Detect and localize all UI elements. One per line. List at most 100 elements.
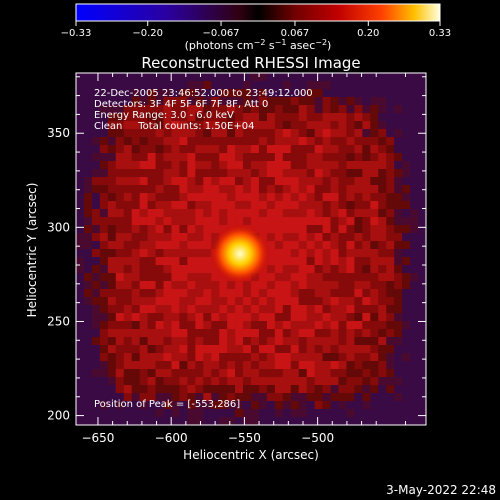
heatmap-cell [290, 249, 300, 258]
heatmap-cell [290, 305, 300, 314]
heatmap-cell [346, 153, 355, 162]
heatmap-cell [410, 153, 419, 162]
heatmap-cell [362, 89, 371, 98]
heatmap-cell [298, 169, 307, 178]
heatmap-cell [378, 297, 387, 306]
heatmap-cell [306, 321, 315, 330]
heatmap-cell [330, 265, 339, 274]
heatmap-cell [274, 217, 284, 226]
heatmap-cell [418, 193, 426, 202]
heatmap-cell [211, 337, 220, 346]
heatmap-cell [115, 377, 125, 386]
heatmap-cell [107, 225, 117, 234]
heatmap-cell [418, 401, 426, 410]
heatmap-cell [99, 313, 109, 322]
heatmap-cell [99, 321, 109, 330]
heatmap-cell [131, 385, 140, 394]
heatmap-cell [91, 73, 101, 82]
heatmap-cell [322, 145, 331, 154]
heatmap-cell [147, 89, 156, 98]
heatmap-cell [394, 169, 403, 178]
heatmap-cell [147, 249, 156, 258]
heatmap-cell [418, 233, 426, 242]
colorbar-tick-label: 0.33 [429, 28, 451, 39]
heatmap-cell [123, 161, 132, 170]
heatmap-cell [179, 401, 188, 410]
heatmap-cell [123, 393, 132, 402]
heatmap-cell [107, 393, 117, 402]
heatmap-cell [346, 385, 355, 394]
heatmap-cell [314, 297, 323, 306]
heatmap-cell [290, 185, 300, 194]
heatmap-cell [378, 113, 387, 122]
heatmap-cell [322, 105, 331, 114]
heatmap-cell [386, 369, 395, 378]
heatmap-cell [282, 145, 292, 154]
heatmap-cell [290, 225, 300, 234]
heatmap-cell [298, 377, 307, 386]
heatmap-cell [410, 137, 419, 146]
heatmap-cell [139, 345, 148, 354]
annotation-time-range: 22-Dec-2005 23:46:52.000 to 23:49:12.000 [94, 88, 313, 99]
heatmap-cell [107, 145, 117, 154]
heatmap-cell [306, 377, 315, 386]
heatmap-cell [354, 417, 363, 425]
heatmap-cell [76, 361, 85, 370]
heatmap-cell [91, 113, 101, 122]
heatmap-cell [187, 201, 196, 210]
heatmap-cell [322, 377, 331, 386]
heatmap-cell [370, 337, 379, 346]
heatmap-cell [258, 297, 268, 306]
heatmap-cell [227, 137, 236, 146]
heatmap-cell [290, 281, 300, 290]
heatmap-cell [171, 105, 180, 114]
heatmap-cell [402, 161, 411, 170]
heatmap-cell [402, 313, 411, 322]
heatmap-cell [195, 89, 204, 98]
heatmap-cell [147, 289, 156, 298]
heatmap-cell [227, 209, 236, 218]
heatmap-cell [370, 73, 379, 82]
heatmap-cell [131, 265, 140, 274]
heatmap-cell [274, 289, 284, 298]
heatmap-cell [227, 417, 236, 425]
heatmap-cell [91, 409, 101, 418]
heatmap-cell [354, 353, 363, 362]
heatmap-cell [123, 273, 132, 282]
heatmap-cell [195, 97, 204, 106]
heatmap-cell [314, 153, 323, 162]
heatmap-cell [354, 385, 363, 394]
heatmap-cell [211, 121, 220, 130]
heatmap-cell [306, 73, 315, 82]
heatmap-cell [338, 345, 347, 354]
heatmap-cell [219, 337, 228, 346]
heatmap-cell [123, 257, 132, 266]
heatmap-cell [83, 153, 93, 162]
heatmap-cell [131, 73, 140, 82]
heatmap-cell [370, 161, 379, 170]
heatmap-cell [211, 401, 220, 410]
heatmap-cell [322, 137, 331, 146]
heatmap-cell [394, 97, 403, 106]
heatmap-cell [251, 145, 260, 154]
heatmap-cell [394, 265, 403, 274]
heatmap-cell [394, 337, 403, 346]
heatmap-cell [107, 209, 117, 218]
heatmap-cell [362, 233, 371, 242]
heatmap-cell [147, 185, 156, 194]
heatmap-cell [219, 289, 228, 298]
heatmap-cell [227, 353, 236, 362]
heatmap-cell [251, 113, 260, 122]
heatmap-cell [386, 313, 395, 322]
heatmap-cell [155, 153, 164, 162]
heatmap-cell [394, 257, 403, 266]
heatmap-cell [203, 105, 212, 114]
heatmap-cell [418, 273, 426, 282]
heatmap-cell [107, 153, 117, 162]
heatmap-cell [195, 217, 204, 226]
heatmap-cell [330, 305, 339, 314]
heatmap-cell [418, 417, 426, 425]
heatmap-cell [107, 161, 117, 170]
heatmap-cell [107, 185, 117, 194]
heatmap-cell [354, 409, 363, 418]
